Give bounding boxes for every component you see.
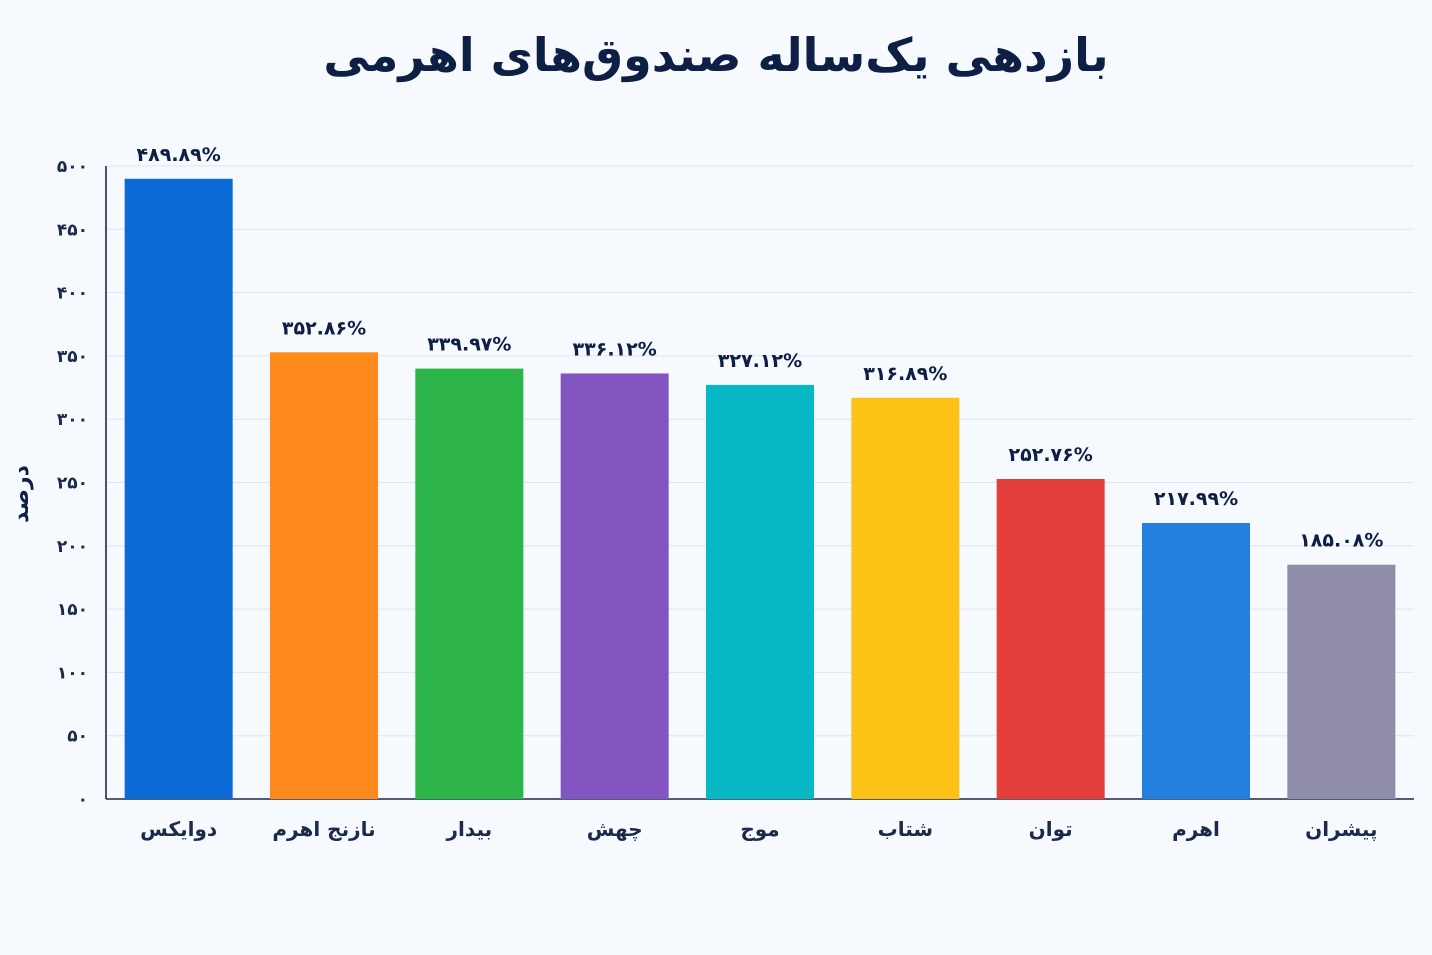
data-label: ۳۱۶.۸۹% [863, 363, 947, 385]
bar [706, 384, 814, 799]
y-tick-label: ۲۵۰ [57, 474, 88, 494]
y-tick-label: ۲۰۰ [57, 537, 88, 557]
x-tick-label: پیشران [1305, 817, 1377, 842]
data-label: ۱۸۵.۰۸% [1299, 530, 1383, 552]
data-label: ۴۸۹.۸۹% [137, 144, 221, 166]
bar [1142, 523, 1250, 799]
x-tick-label: نازنج اهرم [272, 817, 375, 841]
y-tick-label: ۵۰ [67, 727, 88, 747]
y-tick-label: ۱۰۰ [57, 663, 88, 683]
data-label: ۳۳۹.۹۷% [427, 334, 511, 356]
y-tick-label: ۱۵۰ [57, 600, 88, 620]
x-tick-label: موج [740, 817, 779, 841]
y-tick-label: ۳۰۰ [57, 410, 88, 430]
x-tick-label: دوایکس [140, 817, 217, 841]
y-tick-label: ۰ [78, 790, 88, 810]
y-axis-label: درصد [9, 465, 34, 523]
bar [560, 373, 669, 799]
bar [851, 397, 960, 799]
y-tick-label: ۳۵۰ [57, 347, 88, 367]
data-label: ۳۵۲.۸۶% [282, 317, 366, 339]
y-tick-label: ۵۰۰ [57, 157, 88, 177]
data-label: ۲۵۲.۷۶% [1009, 444, 1093, 466]
bar [1287, 564, 1396, 799]
x-tick-label: چهش [587, 817, 643, 842]
x-tick-label: بیدار [446, 817, 493, 841]
y-tick-label: ۴۵۰ [57, 220, 88, 240]
y-tick-label: ۴۰۰ [57, 284, 88, 304]
x-tick-label: توان [1029, 817, 1073, 841]
x-tick-label: اهرم [1172, 817, 1220, 841]
bar [124, 178, 233, 799]
data-label: ۲۱۷.۹۹% [1154, 488, 1238, 510]
chart-title: بازدهی یک‌ساله صندوق‌های اهرمی [323, 28, 1109, 82]
bar [270, 352, 378, 799]
x-tick-label: شتاب [878, 817, 933, 841]
bar [415, 368, 524, 799]
bar [996, 479, 1105, 799]
data-label: ۳۲۷.۱۲% [718, 350, 802, 372]
data-label: ۳۳۶.۱۲% [573, 338, 657, 360]
